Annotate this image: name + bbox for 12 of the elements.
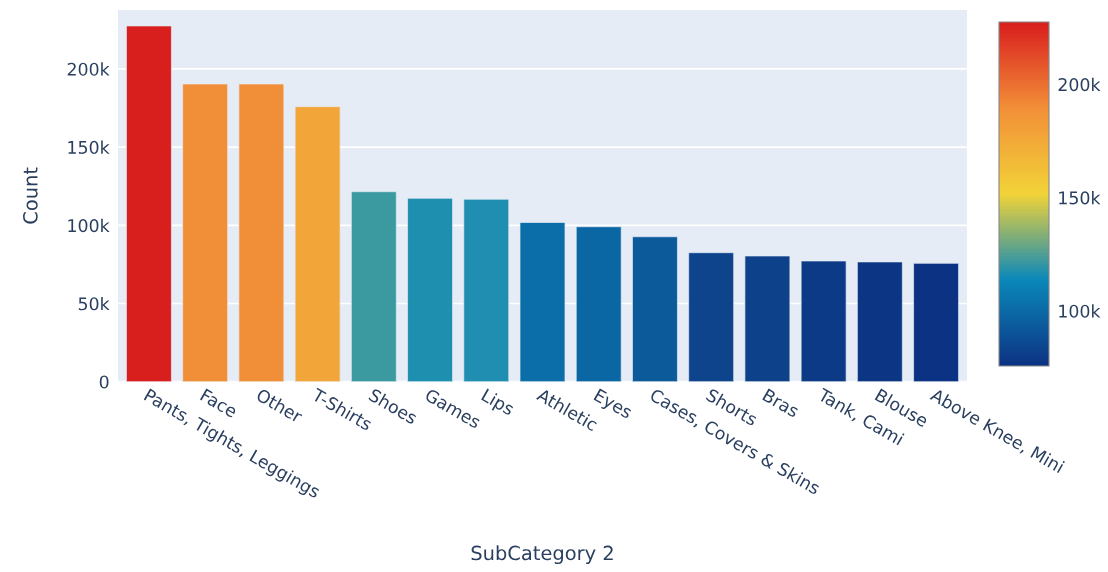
x-axis-title: SubCategory 2 (471, 545, 613, 565)
y-tick-label: 0 (99, 375, 109, 389)
y-axis-title: Count (23, 167, 38, 224)
y-tick-label: 150k (68, 140, 110, 154)
y-tick-label: 100k (68, 218, 110, 233)
color-bar-label: 100k (1059, 304, 1101, 318)
y-tick-label: 200k (67, 62, 110, 76)
y-tick-label: 50k (78, 296, 110, 311)
color-bar-label: 200k (1058, 77, 1101, 92)
x-tick-label: Bras (762, 388, 800, 418)
color-bar-label: 150k (1059, 191, 1101, 205)
x-tick-label: Lips (479, 388, 516, 419)
